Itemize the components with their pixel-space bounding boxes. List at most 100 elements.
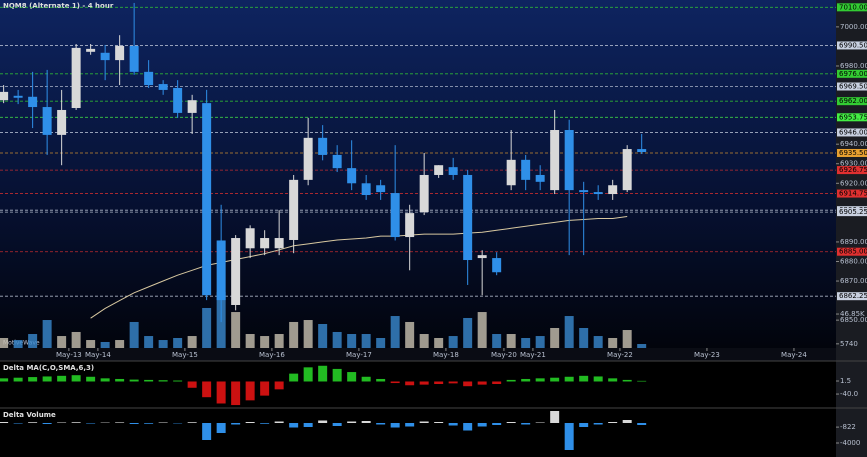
delta-bar xyxy=(0,422,9,423)
delta-bar xyxy=(376,378,386,382)
delta-bar xyxy=(419,421,429,423)
delta-bar xyxy=(637,423,647,425)
volume-bar xyxy=(144,336,154,348)
candle-body xyxy=(71,47,81,109)
delta-bar xyxy=(492,423,502,425)
delta-bar xyxy=(376,423,386,425)
candle-body xyxy=(187,100,197,113)
volume-bar xyxy=(593,336,603,348)
volume-bar xyxy=(332,331,342,348)
delta-bar xyxy=(13,377,23,382)
candle-body xyxy=(86,48,96,52)
candle-body xyxy=(492,258,502,273)
delta-bar xyxy=(332,423,342,426)
delta-bar xyxy=(0,378,9,382)
level-tag xyxy=(837,292,867,301)
delta-bar xyxy=(42,376,52,382)
volume-bar xyxy=(86,340,96,348)
delta-bar xyxy=(202,423,212,440)
volume-bar xyxy=(521,337,531,348)
delta-bar xyxy=(115,378,125,382)
y-tick-label: 6940.00 xyxy=(840,140,867,148)
delta-bar xyxy=(303,367,313,382)
volume-bar xyxy=(274,334,284,348)
level-label: 7010.00 xyxy=(839,3,867,11)
delta-bar xyxy=(579,375,589,382)
candle-body xyxy=(361,183,371,196)
level-label: 6914.75 xyxy=(839,190,867,198)
delta-bar xyxy=(289,423,299,428)
delta-bar xyxy=(550,411,560,423)
volume-bar xyxy=(637,344,647,348)
delta-bar xyxy=(434,381,444,384)
delta-bar xyxy=(506,422,516,423)
level-tag xyxy=(837,113,867,122)
y-tick-label: -40.0 xyxy=(840,390,858,398)
delta-bar xyxy=(448,381,458,384)
candle-body xyxy=(521,159,531,180)
candle-body xyxy=(390,193,400,238)
delta-bar xyxy=(274,421,284,423)
delta-bar xyxy=(637,380,647,382)
volume-bar xyxy=(231,312,241,348)
candle-body xyxy=(448,167,458,175)
candle-body xyxy=(28,96,38,108)
volume-bar xyxy=(28,334,38,348)
delta-bar xyxy=(593,376,603,382)
x-tick-label: May-20 xyxy=(491,351,517,359)
level-label: 6962.00 xyxy=(839,97,867,105)
candle-body xyxy=(463,174,473,261)
delta-bar xyxy=(231,381,241,406)
delta-bar xyxy=(86,376,96,382)
delta-bar xyxy=(216,423,226,433)
volume-bar xyxy=(579,327,589,348)
volume-bar xyxy=(376,337,386,348)
candle-body xyxy=(274,238,284,249)
candle-body xyxy=(506,159,516,186)
level-tag xyxy=(837,97,867,106)
candle-body xyxy=(202,103,212,296)
candle-body xyxy=(347,168,357,184)
delta-bar xyxy=(71,375,81,382)
delta-bar xyxy=(173,380,183,382)
delta-bar xyxy=(260,381,270,396)
candle-body xyxy=(608,185,618,195)
delta-bar xyxy=(42,423,52,424)
y-tick-label: 1.5 xyxy=(840,377,851,385)
candle-body xyxy=(405,213,415,238)
level-tag xyxy=(837,189,867,198)
delta-bar xyxy=(144,423,154,424)
delta-bar xyxy=(608,422,618,423)
candle-body xyxy=(535,174,545,182)
volume-bar xyxy=(463,317,473,348)
level-tag xyxy=(837,247,867,256)
level-tag xyxy=(837,166,867,175)
candle-body xyxy=(637,149,647,153)
delta-bar xyxy=(521,423,531,425)
delta-bar xyxy=(347,372,357,382)
delta-bar xyxy=(622,420,632,423)
volume-bar xyxy=(303,320,313,348)
delta-bar xyxy=(535,378,545,382)
volume-bar xyxy=(419,334,429,348)
delta-bar xyxy=(129,423,139,424)
candle-body xyxy=(173,87,183,113)
delta-bar xyxy=(245,381,255,401)
candle-body xyxy=(144,71,154,86)
x-tick-label: May-21 xyxy=(520,351,546,359)
pane-title: Delta MA(C,O,SMA,6,3) xyxy=(3,364,94,372)
volume-bar xyxy=(57,336,67,348)
delta-bar xyxy=(477,423,487,427)
volume-bar xyxy=(115,340,125,348)
moving-average xyxy=(90,216,628,319)
delta-bar xyxy=(289,373,299,382)
candle-body xyxy=(245,228,255,249)
delta-bar xyxy=(492,381,502,384)
level-tag xyxy=(837,128,867,137)
delta-bar xyxy=(332,368,342,382)
delta-bar xyxy=(579,423,589,427)
volume-bar xyxy=(202,307,212,348)
level-label: 6990.50 xyxy=(839,41,867,49)
candle-body xyxy=(129,45,139,72)
